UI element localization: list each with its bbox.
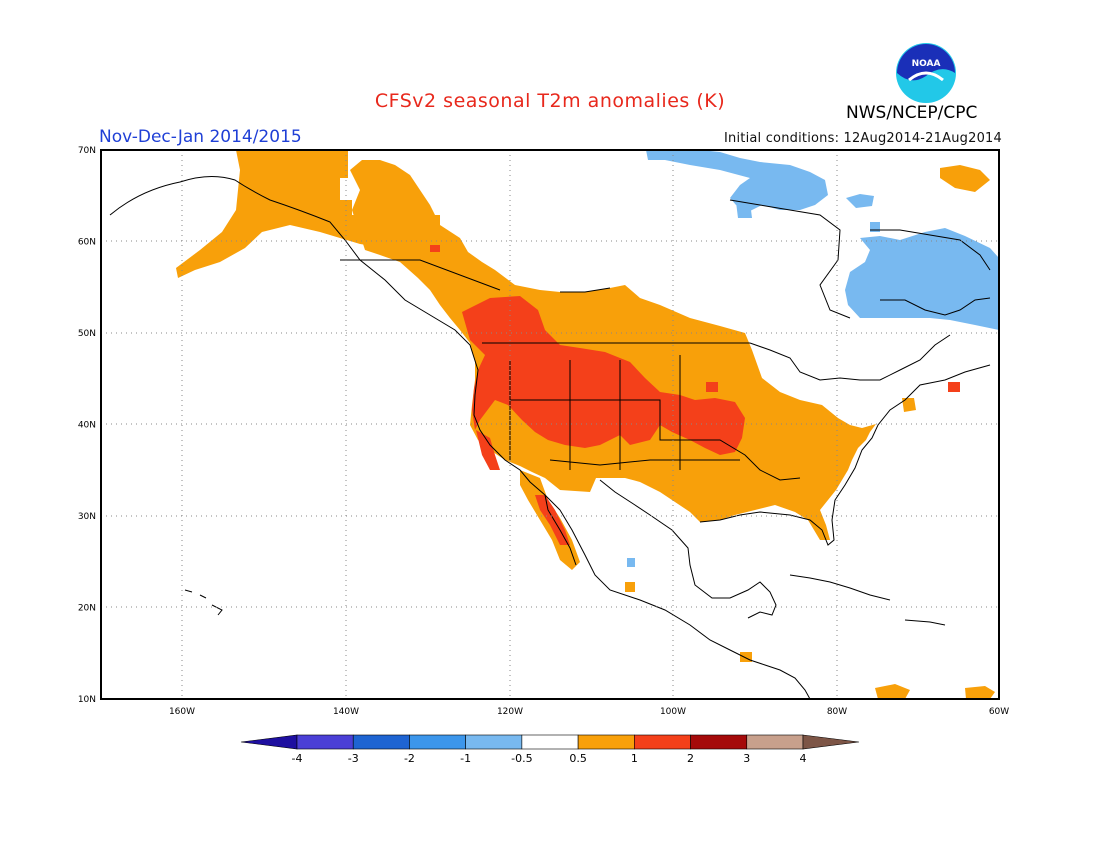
colorbar-swatch bbox=[296, 734, 354, 750]
colorbar-swatch bbox=[409, 734, 466, 750]
colorbar-swatch bbox=[352, 734, 410, 750]
lat-label: 10N bbox=[78, 695, 96, 705]
lat-label: 20N bbox=[78, 604, 96, 614]
lon-label: 60W bbox=[989, 707, 1009, 717]
anomaly-shading bbox=[176, 150, 999, 699]
lat-label: 50N bbox=[78, 329, 96, 339]
lon-label: 100W bbox=[660, 707, 686, 717]
colorbar-labels: -4 -3 -2 -1 -0.5 0.5 1 2 3 4 bbox=[292, 752, 807, 765]
lon-label: 120W bbox=[497, 707, 523, 717]
colorbar-min-arrow bbox=[240, 734, 298, 750]
colorbar bbox=[240, 734, 860, 750]
svg-text:NOAA: NOAA bbox=[912, 59, 941, 69]
colorbar-swatch bbox=[465, 734, 523, 750]
colorbar-label: 0.5 bbox=[569, 752, 587, 765]
initial-conditions: Initial conditions: 12Aug2014-21Aug2014 bbox=[723, 131, 1002, 146]
plot-frame bbox=[100, 149, 1000, 700]
colorbar-label: -3 bbox=[348, 752, 359, 765]
longitude-labels: 160W 140W 120W 100W 80W 60W bbox=[169, 707, 1009, 717]
colorbar-label: -4 bbox=[292, 752, 303, 765]
lat-label: 30N bbox=[78, 512, 96, 522]
colorbar-max-arrow bbox=[802, 734, 860, 750]
lat-label: 70N bbox=[78, 146, 96, 156]
colorbar-label: -1 bbox=[460, 752, 471, 765]
latitude-labels: 70N 60N 50N 40N 30N 20N 10N bbox=[78, 146, 96, 705]
map-title: CFSv2 seasonal T2m anomalies (K) bbox=[374, 90, 726, 112]
lon-label: 140W bbox=[333, 707, 359, 717]
anomaly-cool-arctic bbox=[646, 150, 828, 212]
forecast-period: Nov-Dec-Jan 2014/2015 bbox=[99, 127, 302, 147]
colorbar-swatch bbox=[634, 734, 691, 750]
colorbar-swatch bbox=[577, 734, 635, 750]
anomaly-warm-strong-west bbox=[462, 296, 745, 455]
lat-label: 40N bbox=[78, 421, 96, 431]
anomaly-cool-labrador bbox=[845, 228, 999, 330]
colorbar-label: 4 bbox=[800, 752, 807, 765]
colorbar-label: 2 bbox=[687, 752, 694, 765]
lon-label: 160W bbox=[169, 707, 195, 717]
noaa-logo: NOAA bbox=[896, 43, 956, 103]
colorbar-label: 1 bbox=[631, 752, 638, 765]
colorbar-swatch bbox=[521, 734, 579, 750]
colorbar-swatch bbox=[690, 734, 748, 750]
anomaly-warm-conus-canada bbox=[350, 160, 876, 540]
agency-label: NWS/NCEP/CPC bbox=[846, 103, 978, 123]
colorbar-swatch bbox=[746, 734, 804, 750]
colorbar-label: -2 bbox=[404, 752, 415, 765]
colorbar-label: 3 bbox=[743, 752, 750, 765]
lat-label: 60N bbox=[78, 238, 96, 248]
lon-label: 80W bbox=[827, 707, 847, 717]
colorbar-label: -0.5 bbox=[511, 752, 532, 765]
